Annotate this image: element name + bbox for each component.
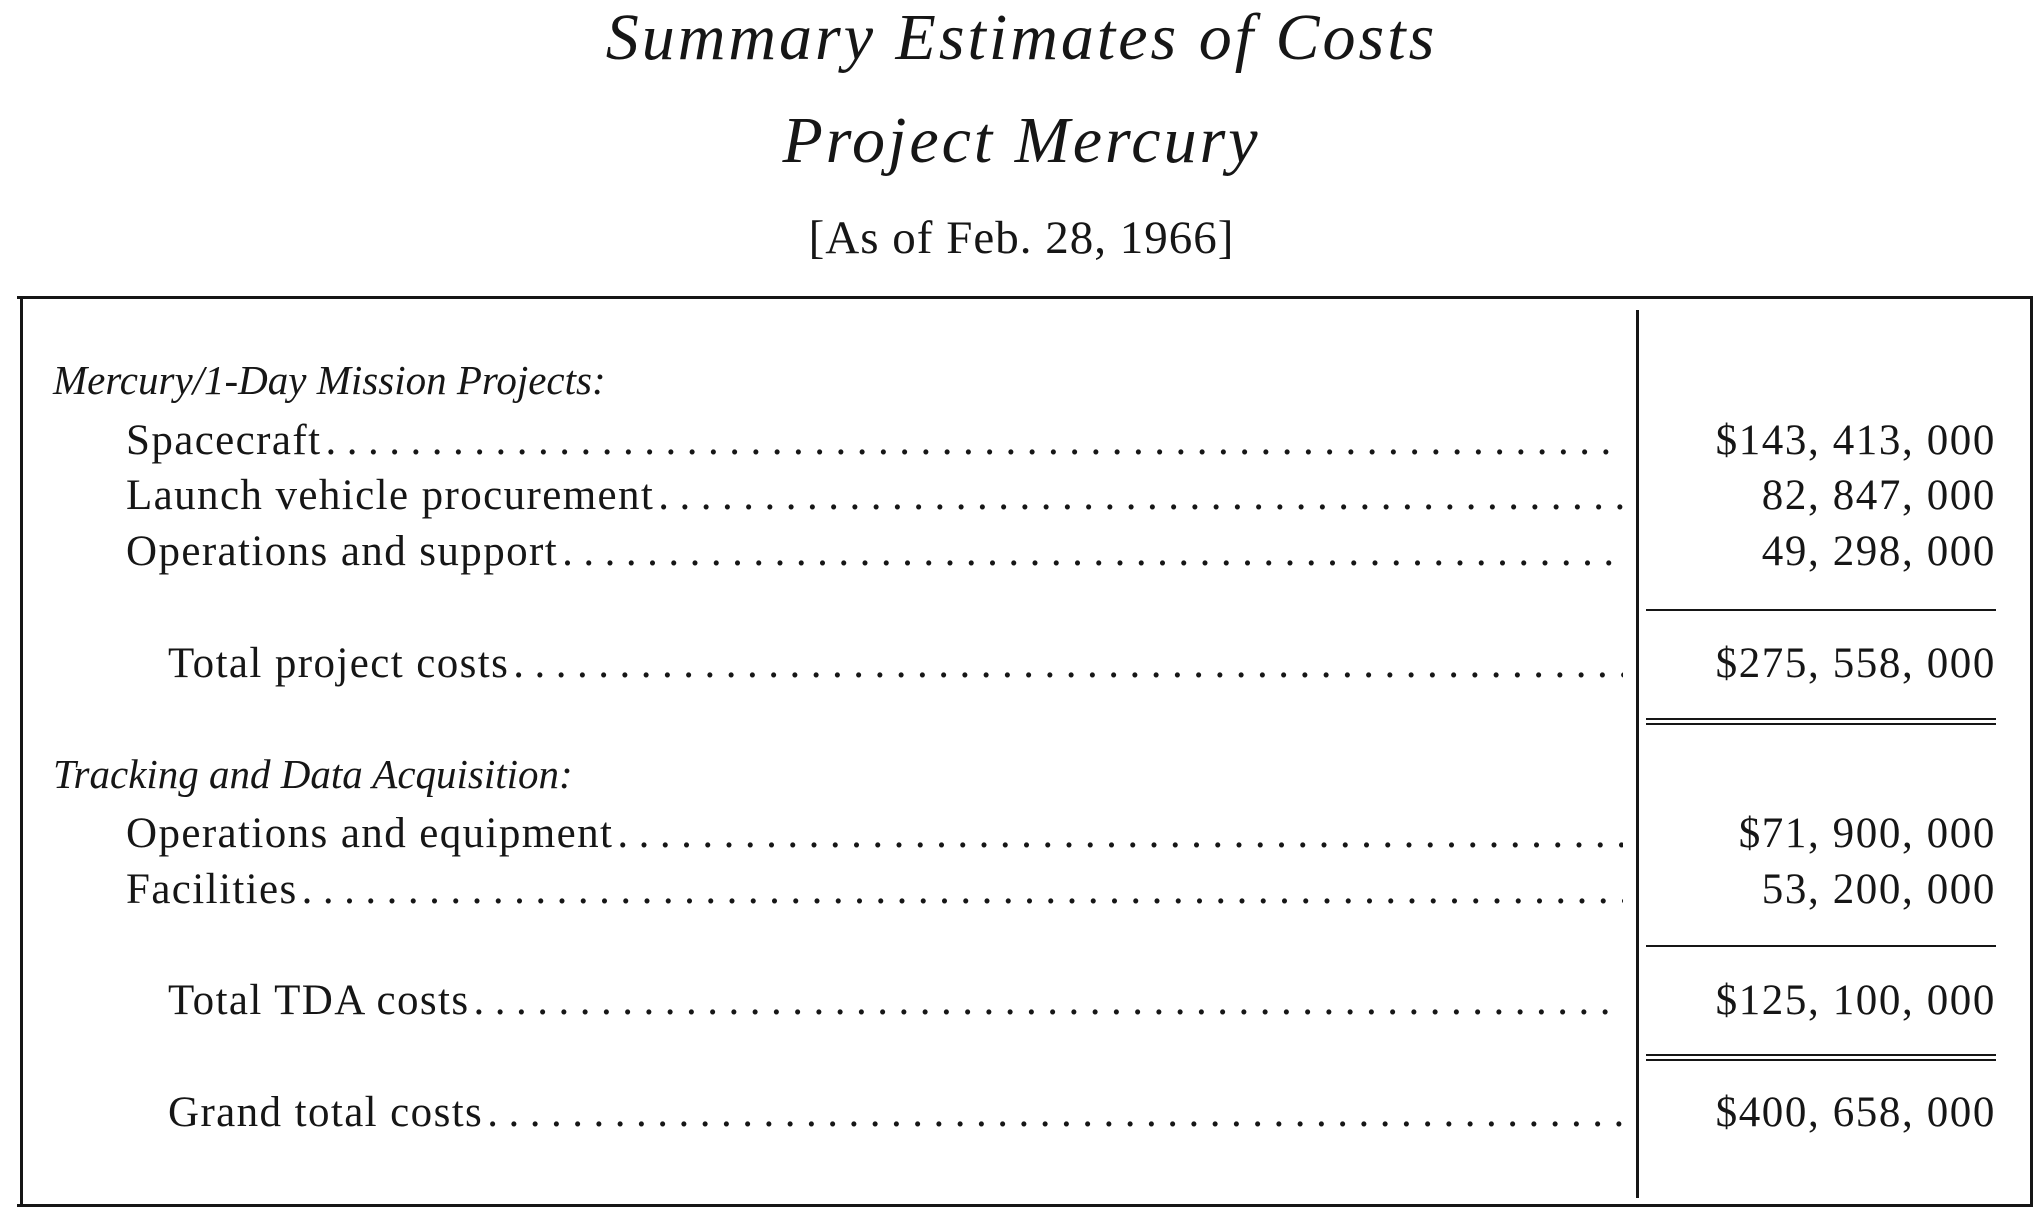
line-item-facilities: Facilities .............................… xyxy=(126,862,1623,918)
total-amount: $125, 100, 000 xyxy=(1715,977,1996,1024)
total-row-project: Total project costs ....................… xyxy=(168,636,1623,692)
as-of-date: [As of Feb. 28, 1966] xyxy=(808,212,1235,264)
grand-total-amount: $400, 658, 000 xyxy=(1715,1089,1996,1136)
line-item-amount: $143, 413, 000 xyxy=(1715,417,1996,464)
total-label: Total project costs xyxy=(168,640,510,687)
line-item-launch-vehicle: Launch vehicle procurement .............… xyxy=(126,468,1623,524)
dot-leader: ........................................… xyxy=(301,866,1623,913)
grand-total-row: Grand total costs ......................… xyxy=(168,1085,1623,1141)
total-label: Total TDA costs xyxy=(168,977,470,1024)
line-item-operations-support: Operations and support .................… xyxy=(126,524,1623,580)
dot-leader: ........................................… xyxy=(658,472,1623,519)
dot-leader: ........................................… xyxy=(562,528,1623,575)
dot-leader: ........................................… xyxy=(487,1089,1623,1136)
total-double-rule xyxy=(1646,1054,1996,1061)
table-right-border xyxy=(2030,298,2033,1206)
table-top-border xyxy=(17,296,2033,299)
column-divider xyxy=(1636,310,1639,1198)
document-subtitle: Project Mercury xyxy=(782,104,1261,177)
document-title: Summary Estimates of Costs xyxy=(605,1,1438,74)
line-item-spacecraft: Spacecraft .............................… xyxy=(126,413,1623,469)
dot-leader: ........................................… xyxy=(513,640,1623,687)
dot-leader: ........................................… xyxy=(325,417,1623,464)
line-item-amount: 82, 847, 000 xyxy=(1761,472,1996,519)
line-item-amount: $71, 900, 000 xyxy=(1738,810,1996,857)
line-item-label: Spacecraft xyxy=(126,417,322,464)
total-amount: $275, 558, 000 xyxy=(1715,640,1996,687)
grand-total-label: Grand total costs xyxy=(168,1089,484,1136)
section-heading-tracking: Tracking and Data Acquisition: xyxy=(53,751,573,797)
line-item-amount: 49, 298, 000 xyxy=(1761,528,1996,575)
table-left-border xyxy=(20,298,23,1206)
line-item-amount: 53, 200, 000 xyxy=(1761,866,1996,913)
line-item-label: Facilities xyxy=(126,866,298,913)
subtotal-rule xyxy=(1646,609,1996,611)
total-double-rule xyxy=(1646,718,1996,725)
dot-leader: ........................................… xyxy=(617,810,1623,857)
table-bottom-border xyxy=(17,1204,2033,1207)
line-item-label: Operations and support xyxy=(126,528,559,575)
section-heading-mercury: Mercury/1-Day Mission Projects: xyxy=(53,357,606,403)
line-item-label: Launch vehicle procurement xyxy=(126,472,655,519)
line-item-operations-equipment: Operations and equipment ...............… xyxy=(126,806,1623,862)
dot-leader: ........................................… xyxy=(473,977,1623,1024)
subtotal-rule xyxy=(1646,945,1996,947)
total-row-tda: Total TDA costs ........................… xyxy=(168,973,1623,1029)
line-item-label: Operations and equipment xyxy=(126,810,614,857)
